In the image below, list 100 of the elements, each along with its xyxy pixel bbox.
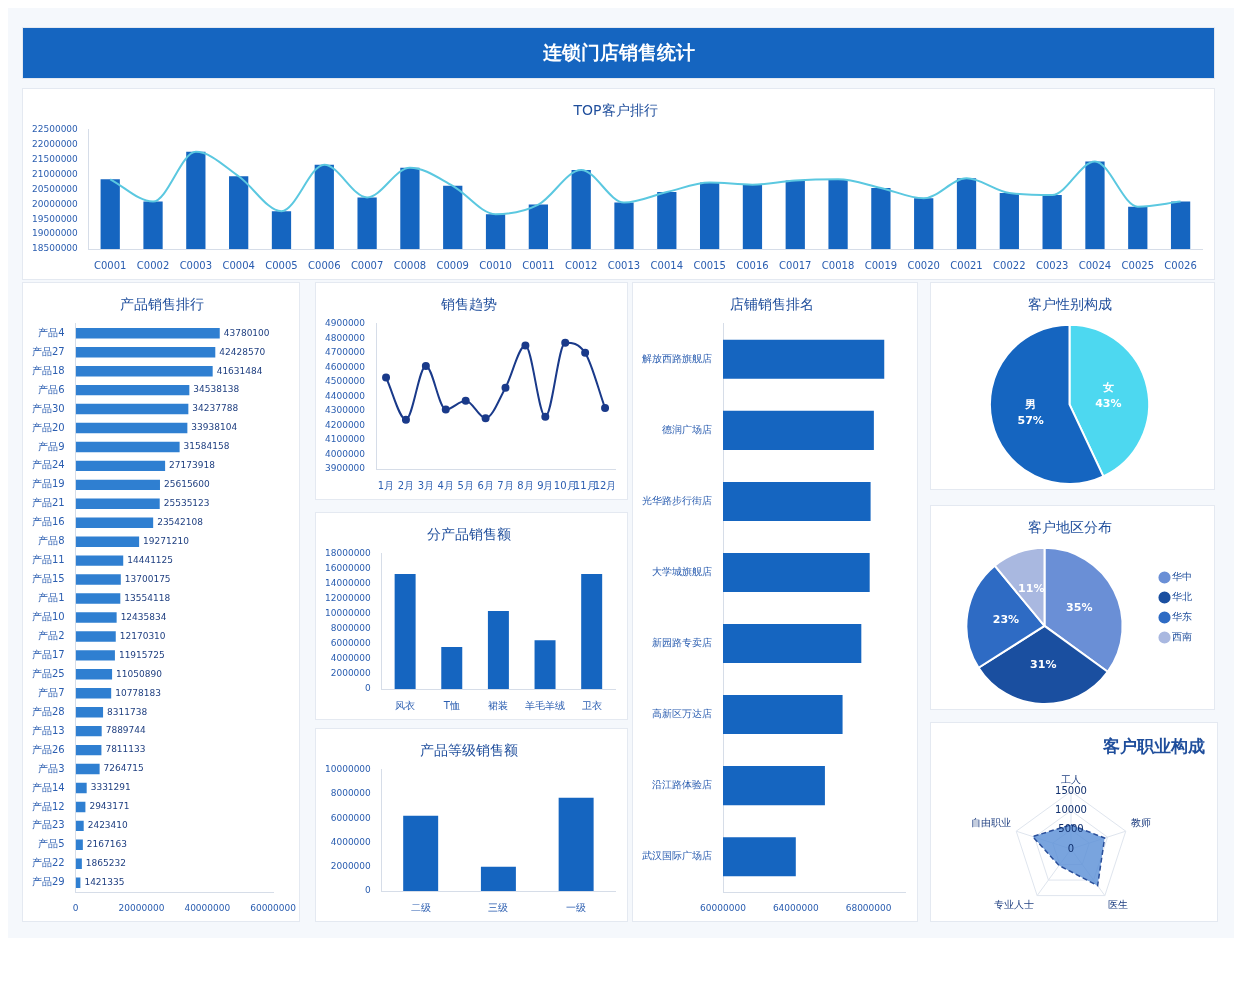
x-tick-label: 6月 [477, 479, 494, 491]
bar [558, 797, 594, 891]
data-label: 31584158 [183, 441, 230, 452]
data-label: 27173918 [169, 460, 216, 471]
y-tick-label: 4600000 [324, 361, 366, 372]
y-tick-label: 沿江路体验店 [652, 779, 712, 791]
y-tick-label: 3900000 [324, 463, 366, 474]
y-tick-label: 德润广场店 [662, 423, 712, 435]
data-label: 19271210 [143, 536, 190, 547]
data-label: 1865232 [85, 858, 126, 869]
bar [581, 574, 603, 689]
data-label: 43780100 [223, 327, 270, 338]
x-tick-label: C0002 [136, 259, 170, 271]
y-tick-label: 产品10 [31, 611, 65, 623]
y-tick-label: 18000000 [325, 548, 372, 559]
data-label: 34538138 [193, 384, 240, 395]
y-tick-label: 产品16 [31, 516, 65, 528]
bar [75, 744, 102, 756]
y-tick-label: 产品25 [31, 667, 65, 679]
x-tick-label: C0004 [222, 259, 255, 271]
bar [75, 460, 166, 472]
x-tick-label: C0026 [1164, 259, 1197, 271]
bar [75, 555, 124, 566]
data-label: 11915725 [118, 649, 165, 660]
y-tick-label: 产品15 [31, 573, 65, 585]
y-tick-label: 4000000 [324, 448, 366, 459]
x-tick-label: C0023 [1035, 259, 1069, 271]
y-tick-label: 新园路专卖店 [652, 637, 712, 649]
data-label: 7811133 [105, 744, 146, 755]
x-tick-label: 4月 [437, 479, 454, 491]
point [581, 348, 590, 357]
bar [75, 384, 190, 396]
y-tick-label: 4500000 [324, 376, 366, 387]
y-tick-label: 产品26 [31, 743, 65, 755]
data-label: 23% [992, 612, 1020, 626]
y-tick-label: 产品8 [38, 535, 65, 547]
data-label: 1421335 [84, 877, 125, 888]
chart-title: TOP客户排行 [572, 102, 658, 119]
data-label: 12435834 [120, 611, 167, 622]
x-tick-label: C0016 [736, 259, 769, 271]
x-tick-label: C0021 [950, 259, 983, 271]
y-tick-label: 大学城旗舰店 [652, 566, 712, 578]
y-tick-label: 产品29 [31, 876, 65, 888]
bar [75, 763, 100, 775]
y-tick-label: 21000000 [32, 168, 79, 179]
bar [75, 839, 83, 851]
point [441, 405, 450, 414]
legend-label: 华中 [1172, 571, 1192, 583]
y-tick-label: 高新区万达店 [652, 708, 712, 720]
x-tick-label: 一级 [566, 901, 587, 913]
x-tick-label: 64000000 [772, 902, 819, 913]
data-label: 10778183 [115, 687, 161, 698]
chart-title: 店铺销售排名 [730, 296, 814, 313]
bar [534, 640, 556, 689]
legend-label: 华北 [1172, 591, 1192, 603]
data-label: 23542108 [157, 517, 204, 528]
y-tick-label: 2000000 [330, 861, 372, 872]
y-tick-label: 产品20 [31, 421, 65, 433]
data-label: 43% [1095, 396, 1122, 410]
chart-title: 分产品销售额 [426, 526, 511, 543]
x-tick-label: 卫衣 [581, 699, 602, 711]
x-tick-label: C0025 [1121, 259, 1154, 271]
x-tick-label: C0013 [607, 259, 641, 271]
x-tick-label: 裙装 [488, 699, 509, 711]
chart-title: 客户性别构成 [1027, 296, 1112, 313]
bar [75, 707, 104, 718]
data-label: 57% [1017, 413, 1044, 427]
point [461, 396, 470, 405]
spoke-label: 教师 [1130, 817, 1151, 829]
y-tick-label: 产品4 [38, 326, 65, 338]
chart-title: 销售趋势 [439, 296, 497, 313]
line-series [109, 150, 1182, 216]
data-label: 2423410 [87, 820, 129, 831]
bar [75, 536, 140, 547]
y-tick-label: 产品12 [31, 800, 65, 812]
y-tick-label: 2000000 [330, 668, 372, 679]
y-tick-label: 0 [365, 885, 372, 896]
y-tick-label: 10000000 [325, 764, 372, 775]
bar [75, 612, 117, 623]
y-tick-label: 8000000 [330, 788, 372, 799]
spoke-label: 工人 [1061, 773, 1081, 785]
y-tick-label: 产品6 [38, 383, 65, 395]
y-tick-label: 产品2 [38, 630, 65, 642]
bar [75, 328, 220, 339]
point [501, 383, 510, 392]
y-tick-label: 产品5 [38, 838, 65, 850]
legend-label: 西南 [1172, 631, 1192, 643]
y-tick-label: 产品18 [31, 364, 65, 376]
y-tick-label: 产品3 [38, 762, 65, 774]
data-label: 11% [1018, 582, 1045, 596]
x-tick-label: C0018 [821, 259, 855, 271]
y-tick-label: 武汉国际广场店 [642, 850, 712, 862]
x-tick-label: C0012 [564, 259, 598, 271]
x-tick-label: T恤 [442, 699, 460, 711]
x-tick-label: C0010 [479, 259, 512, 271]
bar [480, 866, 516, 891]
y-tick-label: 20500000 [32, 183, 79, 194]
bar [75, 479, 160, 491]
x-tick-label: 风衣 [395, 699, 416, 711]
spoke-label: 专业人士 [994, 899, 1035, 911]
